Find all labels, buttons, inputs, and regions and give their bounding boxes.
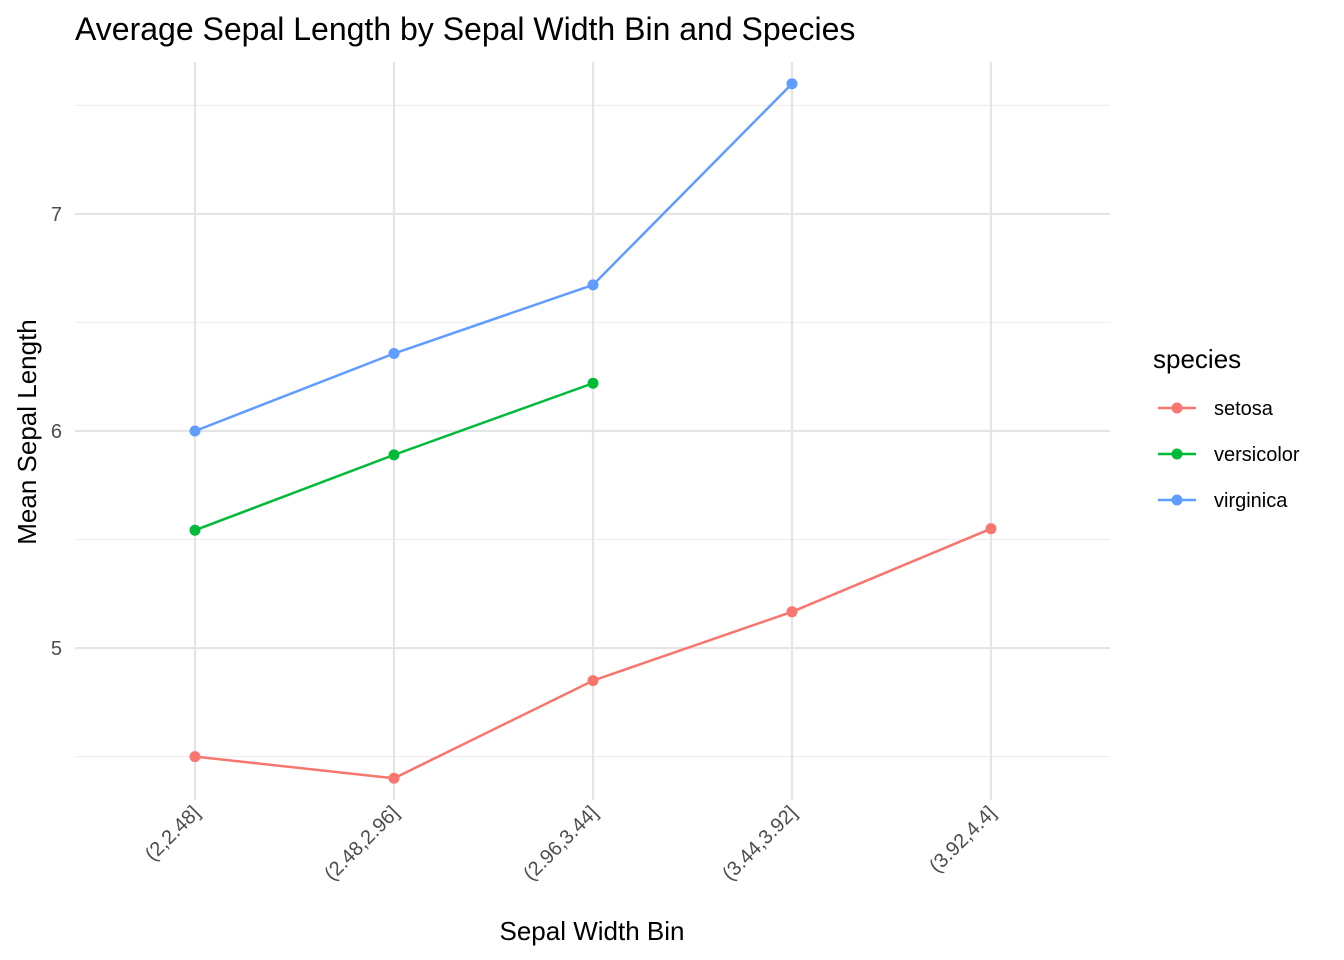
data-point-virginica <box>786 78 798 90</box>
data-point-setosa <box>189 751 201 763</box>
legend-key-point <box>1171 448 1183 460</box>
legend-label: virginica <box>1214 490 1288 512</box>
data-point-setosa <box>786 606 798 618</box>
y-tick-label: 6 <box>51 421 62 443</box>
chart-title: Average Sepal Length by Sepal Width Bin … <box>75 11 855 47</box>
data-point-versicolor <box>388 449 400 461</box>
data-point-versicolor <box>189 524 201 536</box>
x-tick-label: (3.44,3.92] <box>718 802 801 885</box>
x-tick-label: (2,2.48] <box>141 802 205 866</box>
legend-item-virginica: virginica <box>1158 490 1288 512</box>
data-point-setosa <box>985 523 997 535</box>
legend-key-point <box>1171 402 1183 414</box>
legend-label: versicolor <box>1214 444 1300 466</box>
legend-key-point <box>1171 494 1183 506</box>
series-virginica <box>189 78 798 437</box>
series-lines <box>189 78 997 784</box>
y-tick-label: 5 <box>51 638 62 660</box>
x-tick-label: (3.92,4.4] <box>925 802 1000 877</box>
y-axis-title: Mean Sepal Length <box>12 319 42 545</box>
x-axis-title: Sepal Width Bin <box>500 916 685 946</box>
series-setosa <box>189 523 997 784</box>
x-axis-ticks: (2,2.48] (2.48,2.96] (2.96,3.44] (3.44,3.92… <box>141 802 1001 885</box>
series-line-virginica <box>194 82 793 433</box>
data-point-virginica <box>189 425 201 437</box>
y-axis-ticks: 5 6 7 <box>51 204 62 660</box>
x-tick-label: (2.96,3.44] <box>519 802 602 885</box>
x-tick-label: (2.48,2.96] <box>320 802 403 885</box>
legend: species setosa versicolor virginica <box>1153 344 1300 512</box>
legend-title: species <box>1153 344 1241 374</box>
series-versicolor <box>189 377 599 536</box>
data-point-versicolor <box>587 377 599 389</box>
data-point-setosa <box>388 772 400 784</box>
legend-item-setosa: setosa <box>1158 398 1274 420</box>
grid <box>75 62 1110 800</box>
data-point-virginica <box>388 348 400 360</box>
data-point-setosa <box>587 675 599 687</box>
legend-label: setosa <box>1214 398 1274 420</box>
y-tick-label: 7 <box>51 204 62 226</box>
legend-item-versicolor: versicolor <box>1158 444 1300 466</box>
data-point-virginica <box>587 279 599 291</box>
